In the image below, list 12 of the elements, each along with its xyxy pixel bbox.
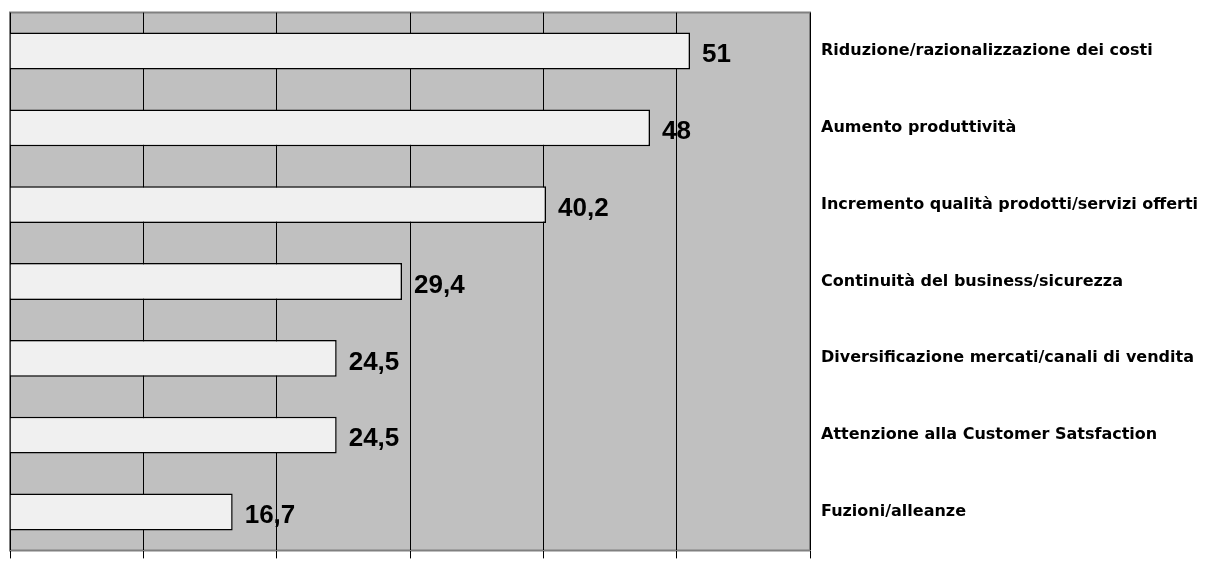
data-label: 24,5	[348, 345, 400, 376]
y-tick-label: Incremento qualità prodotti/servizi offerti	[821, 193, 1199, 213]
y-tick-label: Attenzione alla Customer Satsfaction	[821, 424, 1158, 444]
data-label: 40,2	[558, 191, 609, 222]
data-label: 29,4	[414, 268, 466, 299]
y-tick-label: Continuità del business/sicurezza	[821, 270, 1123, 290]
y-tick-label: Aumento produttività	[821, 117, 1017, 136]
data-label: 24,5	[348, 422, 400, 453]
y-tick-label: Diversificazione mercati/canali di vendita	[821, 347, 1194, 367]
y-tick-label: Riduzione/razionalizzazione dei costi	[821, 40, 1153, 60]
data-label: 51	[702, 38, 731, 69]
y-tick-label: Fuzioni/alleanze	[821, 501, 967, 521]
